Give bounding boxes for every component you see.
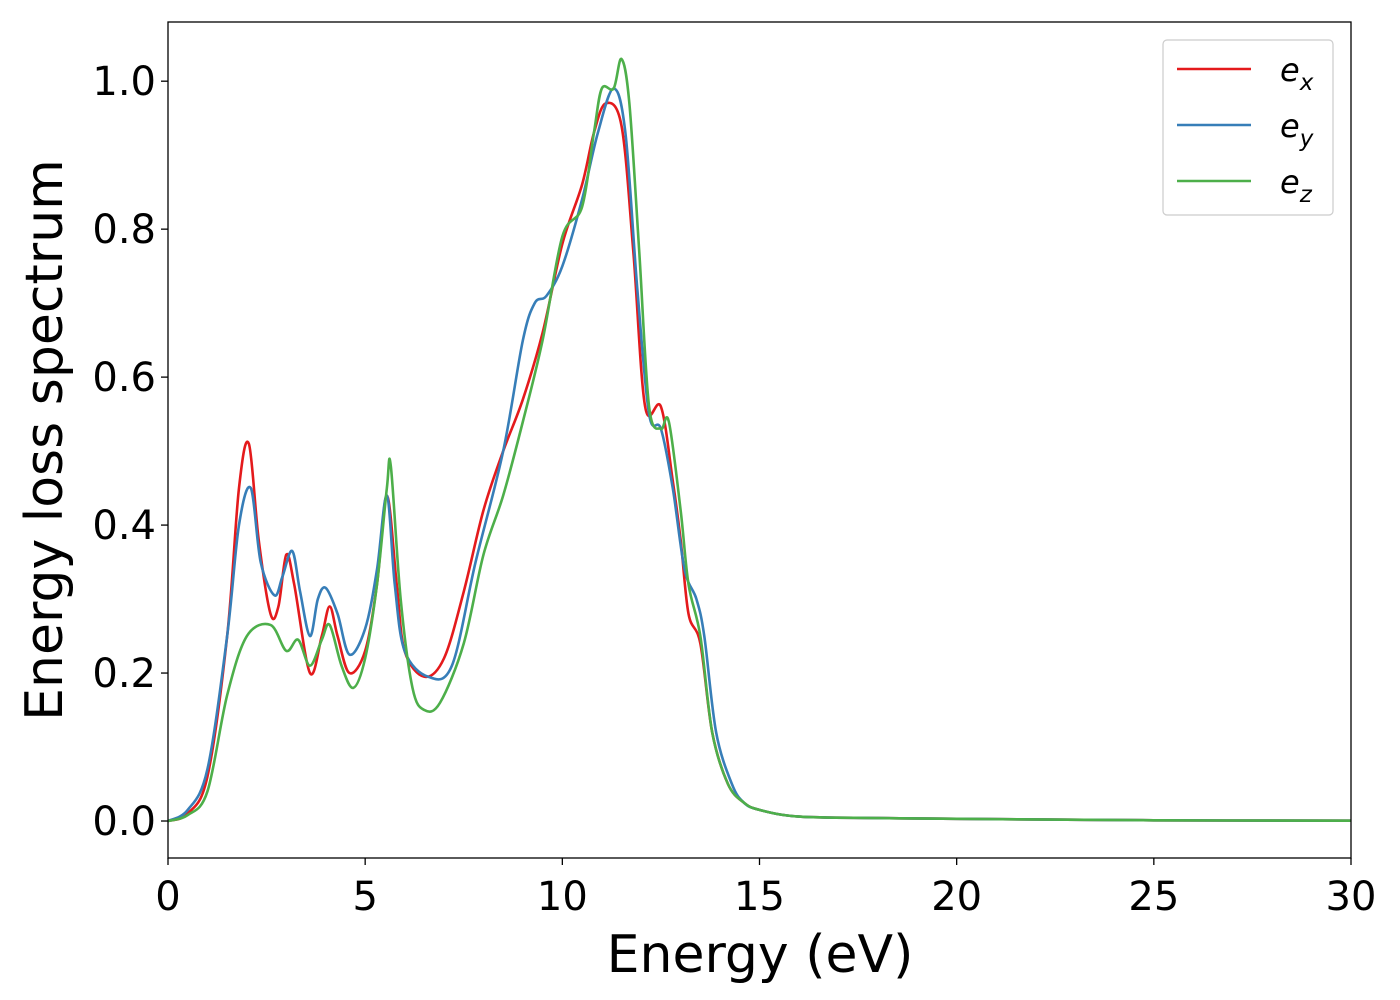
legend-label-ex: ex: [1280, 51, 1314, 96]
legend-label-ey: ey: [1280, 107, 1314, 152]
y-tick-label: 0.0: [92, 799, 156, 845]
y-tick-label: 0.8: [92, 207, 156, 253]
y-tick-label: 0.4: [92, 503, 156, 549]
y-tick-label: 0.2: [92, 651, 156, 697]
x-tick-label: 15: [734, 874, 785, 920]
x-tick-label: 10: [537, 874, 588, 920]
x-axis-title: Energy (eV): [607, 925, 914, 985]
x-tick-label: 0: [155, 874, 180, 920]
legend: ex ey ez: [1162, 39, 1334, 216]
axes: 0 5 10 15 20 25 30 0.0 0.2 0.4 0.6 0.8 1.0: [92, 21, 1377, 920]
x-tick-label: 30: [1326, 874, 1377, 920]
x-tick-label: 5: [352, 874, 377, 920]
plot-area: [168, 57, 1351, 823]
series-line-ey: [168, 87, 1351, 823]
x-tick-label: 25: [1128, 874, 1179, 920]
series-line-ez: [168, 57, 1351, 823]
legend-label-ez: ez: [1280, 163, 1313, 208]
y-tick-label: 0.6: [92, 355, 156, 401]
x-tick-label: 20: [931, 874, 982, 920]
y-axis-title: Energy loss spectrum: [15, 159, 75, 721]
legend-box: [1162, 39, 1334, 216]
y-tick-label: 1.0: [92, 59, 156, 105]
